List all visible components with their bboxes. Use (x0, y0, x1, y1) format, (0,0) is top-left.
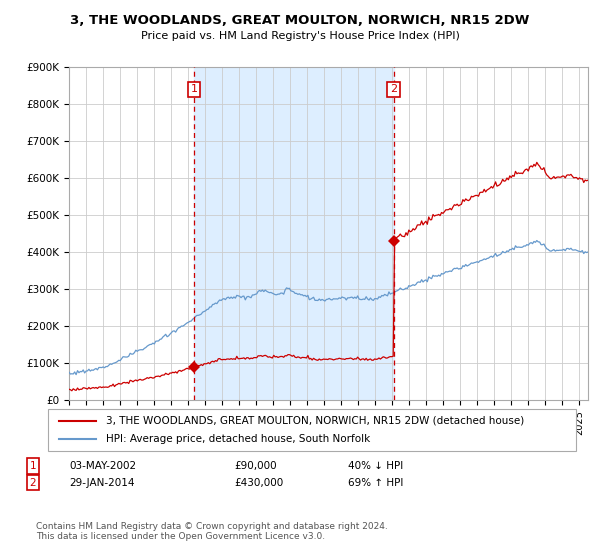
Text: 29-JAN-2014: 29-JAN-2014 (69, 478, 134, 488)
Text: 03-MAY-2002: 03-MAY-2002 (69, 461, 136, 471)
Text: Contains HM Land Registry data © Crown copyright and database right 2024.
This d: Contains HM Land Registry data © Crown c… (36, 522, 388, 542)
Text: £430,000: £430,000 (234, 478, 283, 488)
Text: 3, THE WOODLANDS, GREAT MOULTON, NORWICH, NR15 2DW (detached house): 3, THE WOODLANDS, GREAT MOULTON, NORWICH… (106, 416, 524, 426)
Text: 40% ↓ HPI: 40% ↓ HPI (348, 461, 403, 471)
Text: 2: 2 (390, 85, 397, 95)
Text: 1: 1 (29, 461, 37, 471)
Text: HPI: Average price, detached house, South Norfolk: HPI: Average price, detached house, Sout… (106, 434, 370, 444)
Text: 3, THE WOODLANDS, GREAT MOULTON, NORWICH, NR15 2DW: 3, THE WOODLANDS, GREAT MOULTON, NORWICH… (70, 14, 530, 27)
Bar (194, 67, 394, 400)
Text: 2: 2 (29, 478, 37, 488)
Text: Price paid vs. HM Land Registry's House Price Index (HPI): Price paid vs. HM Land Registry's House … (140, 31, 460, 41)
Text: 69% ↑ HPI: 69% ↑ HPI (348, 478, 403, 488)
Text: £90,000: £90,000 (234, 461, 277, 471)
Text: 1: 1 (190, 85, 197, 95)
